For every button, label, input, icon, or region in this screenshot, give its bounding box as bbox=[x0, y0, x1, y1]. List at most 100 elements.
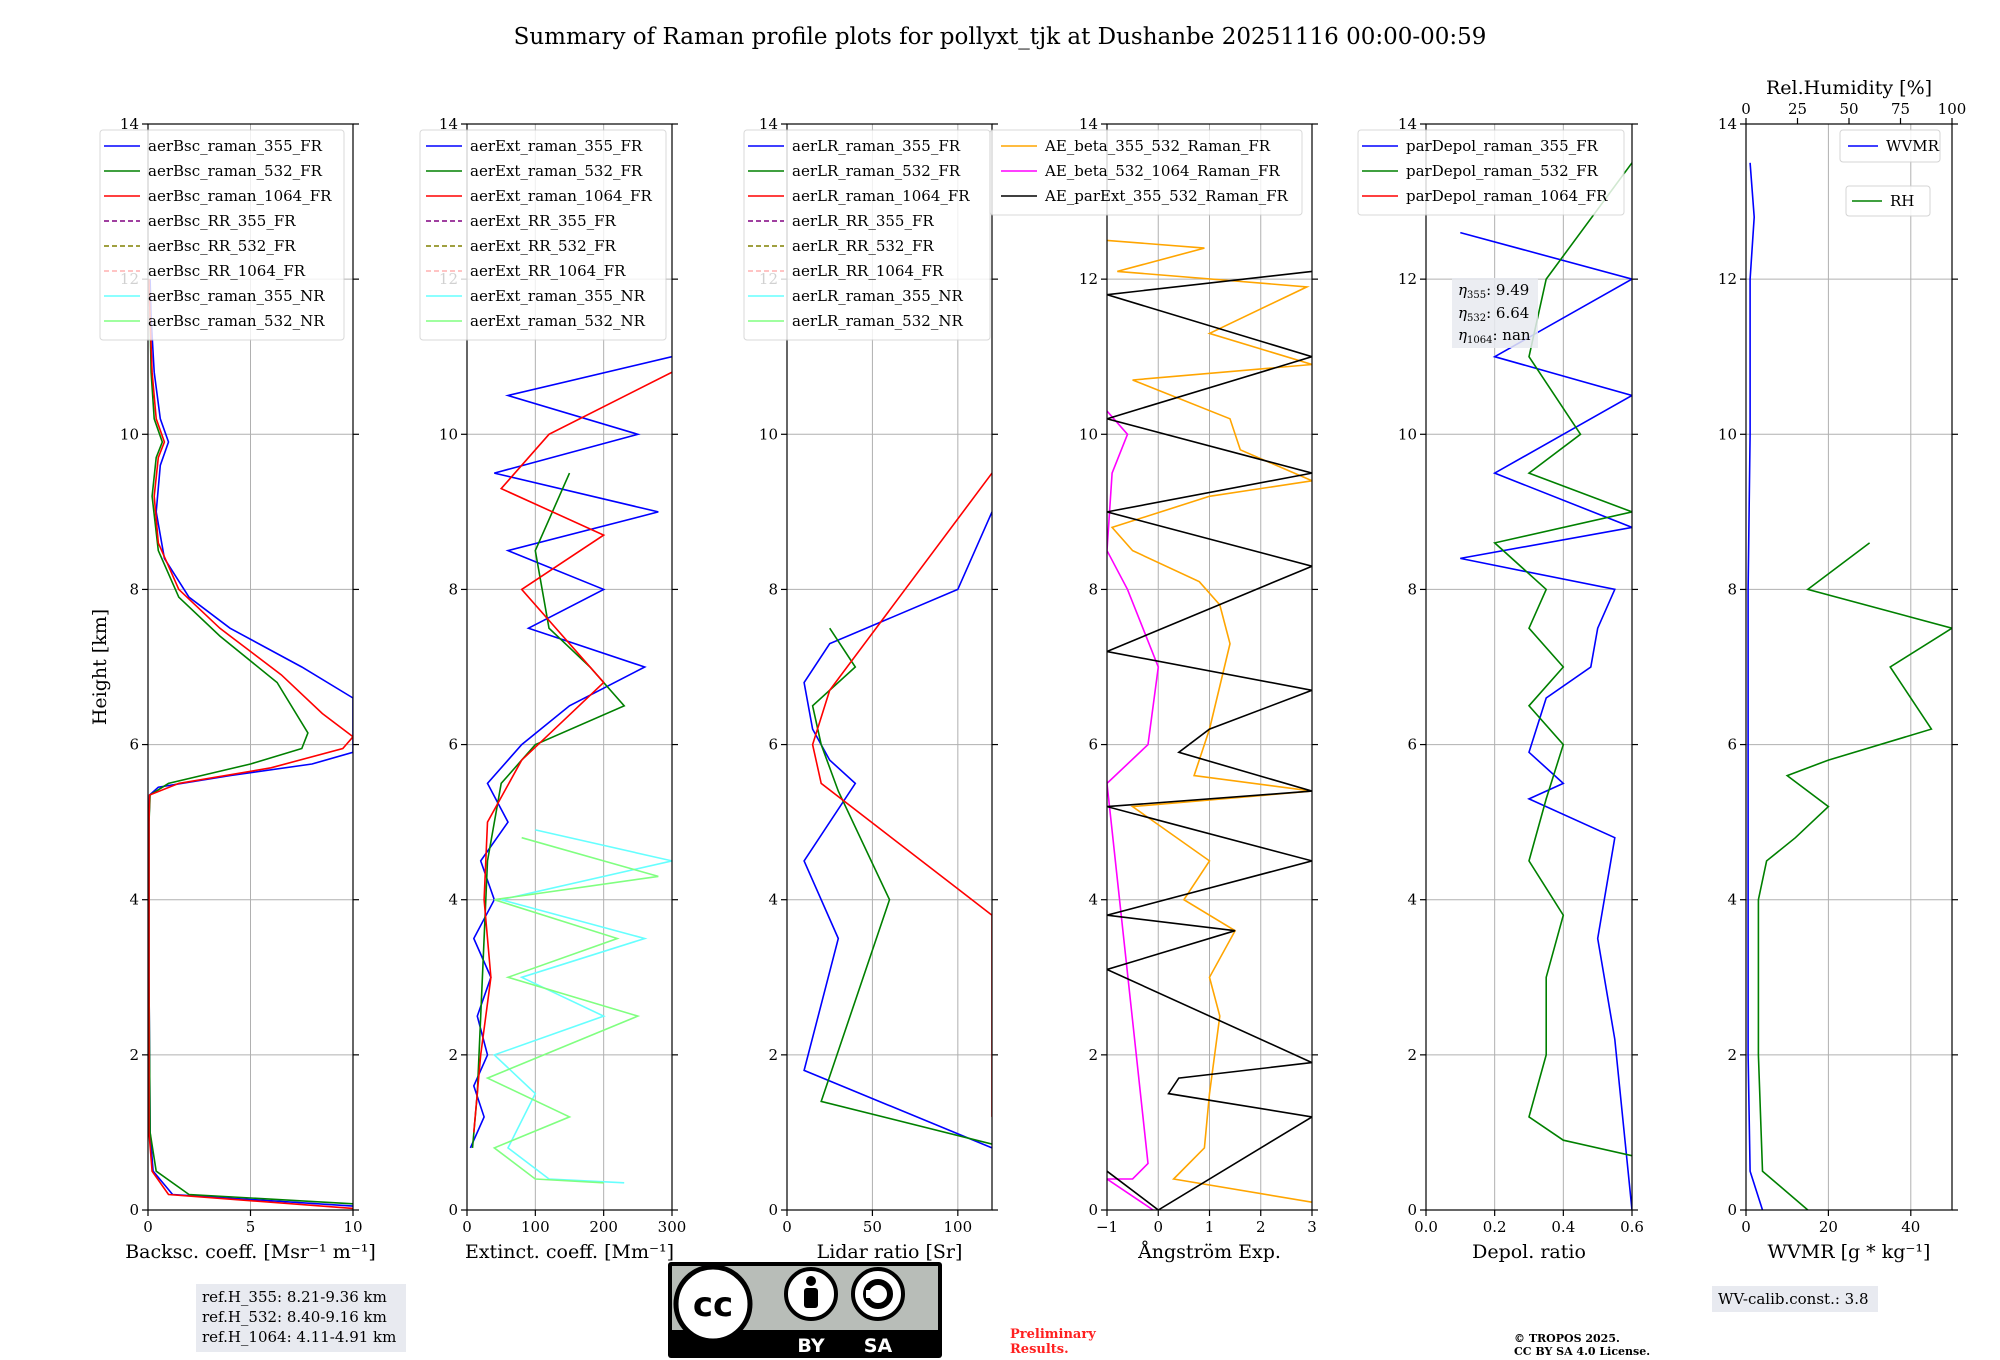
eta-355-value: 9.49 bbox=[1496, 281, 1529, 299]
y-tick-label: 0 bbox=[768, 1201, 778, 1219]
y-tick-label: 4 bbox=[129, 891, 139, 909]
legend-label: aerExt_raman_532_NR bbox=[470, 312, 646, 330]
x-tick-label: 0 bbox=[782, 1218, 792, 1236]
axes-frame bbox=[466, 123, 673, 1211]
panel-bsc: 024681012140510Backsc. coeff. [Msr⁻¹ m⁻¹… bbox=[89, 115, 376, 1263]
x-tick-label: 40 bbox=[1901, 1218, 1920, 1236]
legend-label: AE_beta_532_1064_Raman_FR bbox=[1044, 162, 1280, 180]
eta-1064-value: nan bbox=[1502, 326, 1531, 344]
top-x-tick-label: 0 bbox=[1741, 100, 1751, 118]
legend-label: aerExt_raman_355_FR bbox=[470, 137, 643, 155]
x-tick-label: 0 bbox=[1153, 1218, 1163, 1236]
legend-label: parDepol_raman_355_FR bbox=[1406, 137, 1599, 155]
legend-label: aerExt_RR_355_FR bbox=[470, 212, 617, 230]
y-tick-label: 4 bbox=[1407, 891, 1417, 909]
x-tick-label: 0.4 bbox=[1551, 1218, 1575, 1236]
y-tick-label: 4 bbox=[1727, 891, 1737, 909]
legend-box bbox=[743, 129, 991, 341]
x-axis-label: Backsc. coeff. [Msr⁻¹ m⁻¹] bbox=[125, 1241, 376, 1263]
y-tick-label: 4 bbox=[448, 891, 458, 909]
x-axis-label: Lidar ratio [Sr] bbox=[817, 1241, 963, 1263]
series-group bbox=[803, 472, 992, 1149]
series-line-WVMR bbox=[1747, 162, 1764, 1210]
legend-label: RH bbox=[1890, 192, 1914, 210]
y-tick-label: 10 bbox=[759, 425, 778, 443]
y-tick-label: 6 bbox=[1088, 736, 1098, 754]
x-tick-label: 300 bbox=[658, 1218, 687, 1236]
series-line-aerLR_raman_1064_FR bbox=[811, 472, 992, 1117]
y-tick-label: 2 bbox=[129, 1046, 139, 1064]
series-group bbox=[1747, 162, 1952, 1210]
series-group bbox=[469, 355, 672, 1184]
panels: 0 2 4 6 8 10 12 14 0 5 10 Backsc. coeff. [Msr⁻¹ m⁻¹… bbox=[89, 77, 1966, 1263]
series-line-aerExt_raman_532_FR bbox=[471, 472, 626, 1148]
x-tick-label: −1 bbox=[1096, 1218, 1118, 1236]
series-line-aerBsc_raman_1064_FR bbox=[148, 279, 353, 1210]
y-tick-label: 10 bbox=[1079, 425, 1098, 443]
legend-label: aerExt_raman_1064_FR bbox=[470, 187, 652, 205]
y-tick-label: 8 bbox=[1727, 580, 1737, 598]
y-tick-label: 6 bbox=[1727, 736, 1737, 754]
series-line-aerExt_raman_355_NR bbox=[492, 829, 672, 1184]
x-tick-label: 2 bbox=[1256, 1218, 1266, 1236]
axes-frame bbox=[1745, 123, 1953, 1211]
copyright-line-1: © TROPOS 2025. bbox=[1514, 1332, 1620, 1345]
top-x-tick-label: 75 bbox=[1891, 100, 1910, 118]
ref-heights-box: ref.H_355: 8.21-9.36 km ref.H_532: 8.40-… bbox=[196, 1284, 406, 1352]
panel-dep: 0 2 4 6 8 10 12 14 0.0 0.2 0.4 0.6 Depol. ratio parDe… bbox=[1357, 115, 1644, 1263]
wv-calib-text: WV-calib.const.: 3.8 bbox=[1718, 1290, 1869, 1308]
y-tick-label: 0 bbox=[1088, 1201, 1098, 1219]
legend-label: aerLR_RR_532_FR bbox=[792, 237, 934, 255]
x-axis-label: WVMR [g * kg⁻¹] bbox=[1768, 1241, 1931, 1263]
legend-label: aerExt_RR_532_FR bbox=[470, 237, 617, 255]
y-tick-label: 14 bbox=[439, 115, 458, 133]
legend-label: aerLR_RR_1064_FR bbox=[792, 262, 944, 280]
y-tick-label: 2 bbox=[1727, 1046, 1737, 1064]
series-line-parDepol_raman_532_FR bbox=[1493, 162, 1632, 1157]
y-tick-label: 8 bbox=[1088, 580, 1098, 598]
preliminary-line-1: Preliminary bbox=[1010, 1327, 1096, 1342]
legend-label: aerExt_raman_532_FR bbox=[470, 162, 643, 180]
legend-label: aerLR_raman_1064_FR bbox=[792, 187, 970, 205]
svg-text:cc: cc bbox=[693, 1285, 733, 1325]
series-line-aerLR_raman_355_FR bbox=[803, 511, 992, 1149]
y-tick-label: 10 bbox=[1718, 425, 1737, 443]
series-line-aerLR_raman_532_FR bbox=[811, 627, 992, 1145]
x-tick-label: 100 bbox=[944, 1218, 973, 1236]
series-line-RH bbox=[1757, 542, 1952, 1210]
y-tick-label: 2 bbox=[1088, 1046, 1098, 1064]
y-tick-label: 0 bbox=[129, 1201, 139, 1219]
x-tick-label: 3 bbox=[1307, 1218, 1317, 1236]
x-tick-label: 0 bbox=[1741, 1218, 1751, 1236]
y-tick-label: 12 bbox=[1398, 270, 1417, 288]
y-tick-label: 2 bbox=[768, 1046, 778, 1064]
ref-height-1064: ref.H_1064: 4.11-4.91 km bbox=[202, 1328, 396, 1346]
legend-label: aerBsc_raman_532_NR bbox=[148, 312, 325, 330]
legend-label: aerBsc_RR_532_FR bbox=[148, 237, 296, 255]
series-group bbox=[148, 279, 353, 1210]
top-x-tick-label: 25 bbox=[1788, 100, 1807, 118]
cc-icon: cc bbox=[673, 1264, 753, 1344]
top-x-tick-label: 50 bbox=[1839, 100, 1858, 118]
axes-frame bbox=[1425, 123, 1633, 1211]
y-tick-label: 2 bbox=[1407, 1046, 1417, 1064]
x-tick-label: 200 bbox=[589, 1218, 618, 1236]
y-tick-label: 0 bbox=[1407, 1201, 1417, 1219]
series-line-parDepol_raman_355_FR bbox=[1460, 231, 1632, 1210]
legend-label: WVMR bbox=[1886, 137, 1940, 155]
x-tick-label: 5 bbox=[246, 1218, 256, 1236]
y-tick-label: 10 bbox=[120, 425, 139, 443]
x-tick-label: 10 bbox=[343, 1218, 362, 1236]
legend-label: aerExt_raman_355_NR bbox=[470, 287, 646, 305]
legend: aerLR_raman_355_FR aerLR_raman_532_FR aerL… bbox=[743, 129, 991, 341]
axes-frame bbox=[786, 123, 993, 1211]
y-tick-label: 8 bbox=[448, 580, 458, 598]
badge-by-label: BY bbox=[797, 1335, 824, 1357]
svg-text:η1064: nan: η1064: nan bbox=[1458, 326, 1531, 346]
y-tick-label: 12 bbox=[1718, 270, 1737, 288]
x-tick-label: 20 bbox=[1819, 1218, 1838, 1236]
series-line-aerExt_raman_532_NR bbox=[485, 836, 659, 1184]
y-tick-label: 6 bbox=[129, 736, 139, 754]
